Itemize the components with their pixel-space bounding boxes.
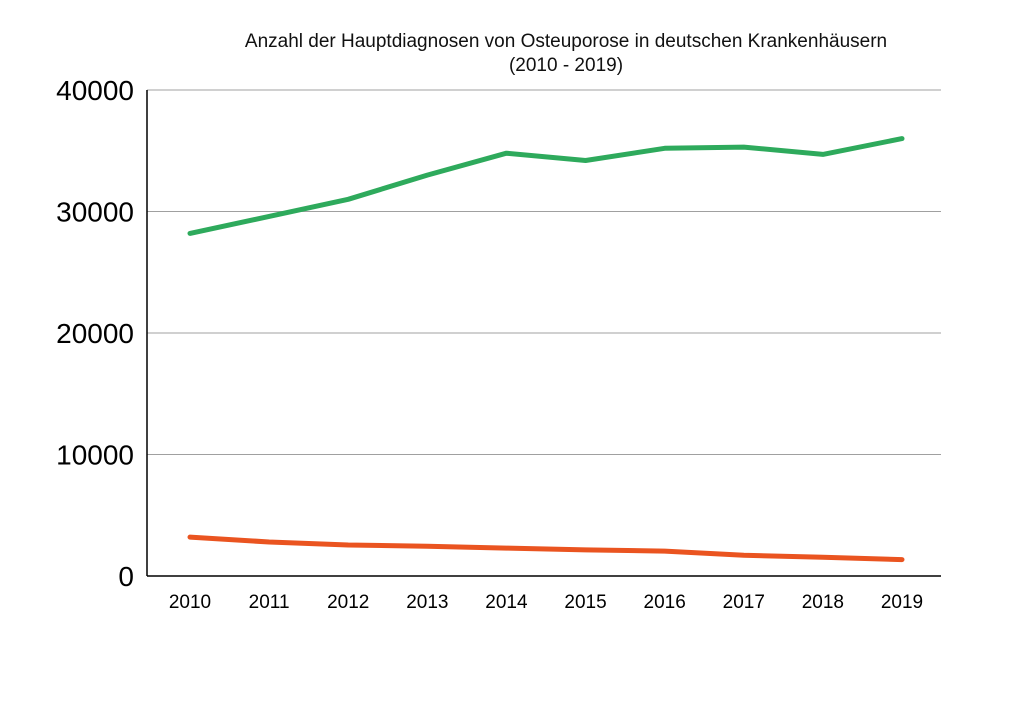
- series-lines: [187, 136, 905, 563]
- x-tick-label: 2016: [644, 592, 686, 613]
- x-tick-label: 2011: [249, 592, 290, 613]
- chart-title: Anzahl der Hauptdiagnosen von Osteuporos…: [176, 30, 956, 78]
- x-tick-label: 2014: [485, 592, 528, 613]
- gridlines: [147, 89, 941, 455]
- x-tick-label: 2015: [564, 592, 606, 613]
- chart-subtitle: (2010 - 2019): [508, 55, 624, 76]
- x-tick-label: 2018: [802, 592, 844, 613]
- x-tick-label: 2013: [406, 592, 448, 613]
- axes: [146, 90, 941, 577]
- y-tick-label: 30000: [56, 197, 134, 228]
- y-tick-label: 0: [118, 561, 134, 592]
- y-tick-label: 40000: [56, 75, 134, 106]
- x-tick-label: 2017: [723, 592, 765, 613]
- series-line-1: [187, 136, 905, 236]
- x-tick-label: 2019: [881, 592, 923, 613]
- x-tick-label: 2010: [169, 592, 211, 613]
- x-tick-label: 2012: [327, 592, 369, 613]
- x-axis-ticks: 2010 2011 2012 2013 2014 2015 2016 2017 2018 2019: [169, 592, 923, 613]
- y-tick-label: 10000: [56, 440, 134, 471]
- y-axis-ticks: 0 10000 20000 30000 40000: [56, 75, 134, 592]
- series-line-2: [187, 534, 905, 563]
- y-tick-label: 20000: [56, 318, 134, 349]
- chart-title-line: Anzahl der Hauptdiagnosen von Osteuporos…: [244, 31, 888, 52]
